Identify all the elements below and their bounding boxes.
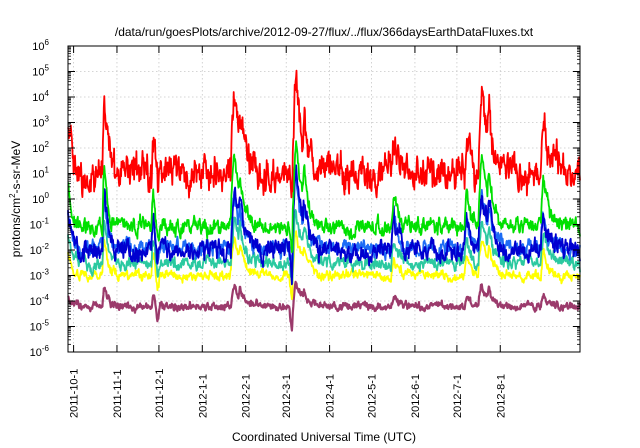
y-axis-label: protons/cm2-s-sr-MeV xyxy=(8,141,23,257)
series-line xyxy=(67,280,582,332)
y-tick-label: 102 xyxy=(32,140,49,155)
y-tick-label: 103 xyxy=(32,115,49,130)
chart-title: /data/run/goesPlots/archive/2012-09-27/f… xyxy=(115,25,534,39)
x-tick-label: 2012-6-1 xyxy=(410,374,422,418)
series-line xyxy=(67,164,581,286)
y-tick-label: 104 xyxy=(32,89,49,104)
y-tick-label: 105 xyxy=(32,64,49,79)
y-tick-label: 100 xyxy=(32,191,49,206)
y-tick-label: 106 xyxy=(32,38,49,53)
series-line xyxy=(67,69,581,199)
y-tick-label: 10-3 xyxy=(30,268,50,283)
y-tick-label: 101 xyxy=(32,166,49,181)
y-tick-label: 10-6 xyxy=(30,344,50,359)
x-axis-label: Coordinated Universal Time (UTC) xyxy=(232,430,416,444)
y-tick-label: 10-5 xyxy=(30,319,50,334)
series-line xyxy=(67,208,581,285)
y-axis-label-unit: -s-sr-MeV xyxy=(9,141,23,194)
x-tick-label: 2012-5-1 xyxy=(367,374,379,418)
axis-ticks: 10-6 10-5 10-4 10-3 10-2 10-1 100 101 102 103 104 1… xyxy=(30,38,580,418)
x-tick-label: 2011-11-1 xyxy=(112,369,124,418)
x-tick-label: 2012-1-1 xyxy=(197,374,209,418)
x-tick-label: 2012-3-1 xyxy=(281,374,293,418)
x-tick-label: 2011-12-1 xyxy=(154,369,166,418)
y-tick-label: 10-1 xyxy=(30,217,50,232)
y-tick-label: 10-4 xyxy=(30,293,50,308)
x-tick-label: 2011-10-1 xyxy=(69,369,81,418)
x-tick-label: 2012-7-1 xyxy=(452,374,464,418)
series-line xyxy=(67,230,581,301)
y-axis-label-text: protons/cm xyxy=(9,198,23,257)
series-group xyxy=(67,69,582,332)
y-axis-label-exponent: 2 xyxy=(8,193,17,198)
series-line xyxy=(67,140,581,254)
x-tick-label: 2012-4-1 xyxy=(325,374,337,418)
y-tick-label: 10-2 xyxy=(30,242,50,257)
x-tick-label: 2012-8-1 xyxy=(495,374,507,418)
x-tick-label: 2012-2-1 xyxy=(241,374,253,418)
